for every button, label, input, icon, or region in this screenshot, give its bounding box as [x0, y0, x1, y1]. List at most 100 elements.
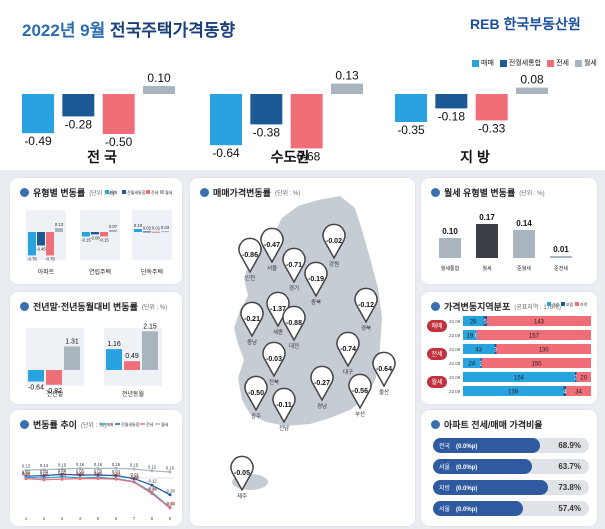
type-category: 단독주택 — [141, 268, 163, 276]
legend-label: 전세 — [151, 189, 159, 195]
trend-x-tick: 4 — [79, 516, 82, 521]
card-title: 가격변동지역분포 — [444, 302, 511, 312]
region-name: 세종 — [273, 328, 283, 336]
period-label: 22.08 — [449, 319, 461, 324]
summary-bar — [62, 94, 95, 117]
map-pin-icon — [322, 223, 346, 260]
trend-value: -0.24 — [147, 486, 157, 491]
map-pin-icon — [238, 237, 262, 274]
trend-value: -0.03 — [39, 473, 49, 478]
legend-label: 보합 — [566, 301, 574, 307]
trend-x-tick: 8 — [151, 516, 154, 521]
type-change-card: 유형별 변동률 (단위 : %) 매매 전월세통합 전세 월세 -0.78 -0.45 -0.… — [10, 178, 182, 284]
legend-label: 전월세통합 — [121, 421, 140, 427]
ratio-fill — [433, 501, 523, 516]
distribution-value: 5 — [484, 320, 488, 326]
legend-wolse: 월세 — [574, 58, 597, 68]
legend-label: 전세 — [146, 421, 154, 427]
summary-value: -0.18 — [438, 109, 466, 123]
region-name: 경남 — [317, 402, 327, 410]
ratio-value: 68.9% — [558, 441, 581, 450]
region-value: -0.21 — [244, 316, 260, 323]
wolse-value: 0.10 — [442, 227, 458, 236]
region-value: -0.86 — [242, 252, 258, 259]
ratio-card: 아파트 전세/매매 가격비율 전국 (0.0%p) 68.9% 서울 (0.0%p) 63… — [421, 410, 597, 526]
distribution-segment — [576, 372, 591, 382]
type-value: 0.03 — [161, 225, 170, 230]
summary-bar — [290, 94, 323, 149]
distribution-segment — [487, 316, 591, 326]
yearly-bar — [46, 370, 62, 385]
ratio-label: 서울 (0.0%p) — [439, 507, 478, 513]
region-value: -0.47 — [264, 242, 280, 249]
trend-x-tick: 9 — [169, 516, 172, 521]
map-pin-icon — [282, 247, 306, 284]
legend-jeonse: 전세 — [547, 58, 569, 68]
summary-bar — [250, 94, 283, 125]
ratio-change: (0.0%p) — [456, 465, 478, 471]
distribution-value: 130 — [539, 348, 550, 354]
yearly-value: 1.16 — [107, 341, 121, 348]
distribution-segment — [494, 344, 497, 354]
region-value: -0.03 — [266, 356, 282, 363]
bullet-icon — [20, 302, 29, 311]
map-pin-icon — [260, 227, 284, 264]
wolse-category: 준월세 — [517, 265, 531, 272]
trend-value: 0.13 — [22, 464, 31, 469]
card-title: 변동률 추이 — [33, 420, 77, 430]
trend-point — [114, 477, 118, 481]
trend-x-tick: 1 — [25, 516, 28, 521]
trend-point — [78, 473, 82, 477]
region-value: -0.12 — [358, 302, 374, 309]
bullet-icon — [431, 420, 440, 429]
summary-bar — [516, 87, 548, 94]
distribution-value: 4 — [563, 390, 567, 396]
map-pin-icon — [282, 305, 306, 342]
distribution-segment — [463, 372, 575, 382]
region-name: 전북 — [269, 378, 279, 386]
ratio-row: 지방 (0.0%p) 73.8% — [433, 480, 589, 495]
summary-bar — [143, 86, 175, 94]
trend-x-tick: 5 — [97, 516, 100, 521]
trend-value: 0.01 — [94, 471, 103, 476]
trend-point — [96, 466, 100, 470]
region-name: 충남 — [247, 338, 257, 346]
map-pin-icon — [262, 341, 286, 378]
trend-point — [60, 477, 64, 481]
type-bar — [161, 231, 169, 233]
map-pin-icon — [336, 331, 360, 368]
trend-value: -0.01 — [75, 472, 85, 477]
trend-value: 0.06 — [58, 468, 67, 473]
summary-value: -0.33 — [478, 121, 506, 135]
summary-bar — [395, 94, 427, 122]
type-bar — [134, 229, 142, 232]
title-year: 2022년 9월 — [22, 21, 106, 40]
region-name: 강원 — [329, 260, 339, 268]
trend-point — [60, 472, 64, 476]
region-name: 경북 — [361, 325, 371, 332]
trend-point — [132, 480, 136, 484]
trend-x-tick: 6 — [115, 516, 118, 521]
type-bar — [28, 232, 36, 256]
ratio-fill — [433, 438, 541, 453]
bullet-icon — [20, 420, 29, 429]
region-value: -0.50 — [248, 390, 264, 397]
type-value: 0.13 — [55, 222, 64, 227]
trend-value: -0.01 — [111, 472, 121, 477]
group-pill — [427, 320, 447, 332]
yearly-value: 0.49 — [125, 353, 139, 360]
type-bar — [82, 232, 90, 237]
summary-value: -0.68 — [293, 149, 321, 163]
map-pin-icon — [348, 373, 372, 410]
type-bar — [143, 231, 151, 233]
yearly-bar — [106, 349, 122, 370]
summary-value: -0.49 — [24, 134, 52, 148]
summary-bar-chart: -0.49 -0.28 -0.50 0.10 전 국 -0.64 -0.38 -0.68 0.1… — [22, 69, 548, 165]
trend-value: 0.15 — [130, 463, 139, 468]
distribution-value: 19 — [467, 334, 474, 340]
bullet-icon — [431, 302, 440, 311]
yearly-value: -0.82 — [46, 388, 62, 395]
trend-point — [78, 466, 82, 470]
